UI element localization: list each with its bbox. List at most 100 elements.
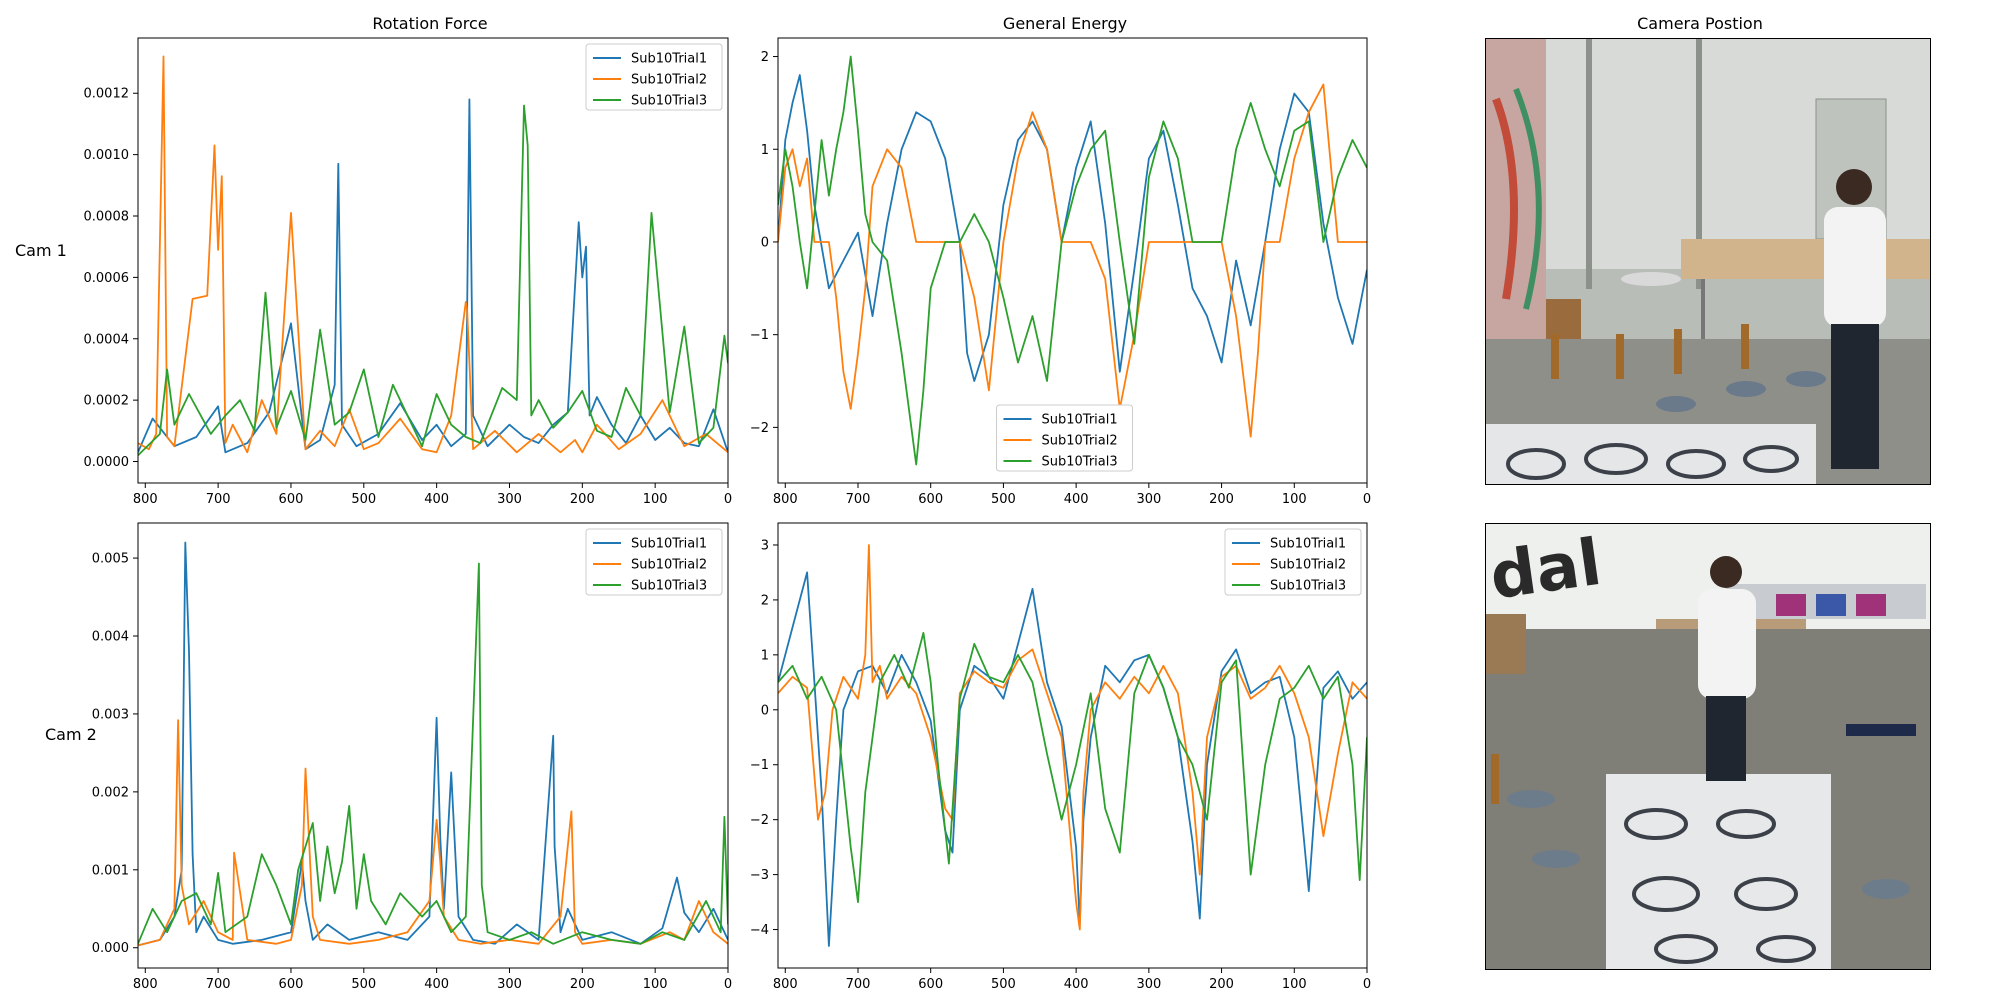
- y-tick-label: 3: [761, 538, 769, 553]
- y-tick-label: 1: [761, 143, 769, 158]
- x-tick-label: 700: [206, 492, 231, 507]
- legend: Sub10Trial1 Sub10Trial2 Sub10Trial3: [1224, 528, 1362, 596]
- legend-label: Sub10Trial1: [631, 537, 707, 552]
- legend: Sub10Trial1 Sub10Trial2 Sub10Trial3: [585, 43, 723, 111]
- y-tick-label: −2: [750, 421, 769, 436]
- x-tick-label: 100: [1282, 492, 1307, 507]
- legend-label: Sub10Trial2: [1042, 434, 1118, 449]
- x-tick-label: 300: [497, 492, 522, 507]
- x-tick-label: 500: [351, 492, 376, 507]
- legend: Sub10Trial1 Sub10Trial2 Sub10Trial3: [585, 528, 723, 596]
- y-tick-label: 0.0012: [84, 87, 130, 102]
- x-tick-label: 0: [724, 492, 732, 507]
- series-line-sub10trial2: [138, 719, 728, 947]
- x-tick-label: 400: [1064, 492, 1089, 507]
- x-tick-label: 700: [846, 977, 871, 992]
- y-tick-label: 0.0004: [84, 332, 130, 347]
- column-title-general-energy: General Energy: [1003, 14, 1127, 33]
- legend-box: [1224, 528, 1362, 596]
- series-line-sub10trial3: [138, 562, 728, 945]
- legend-label: Sub10Trial3: [1270, 579, 1346, 594]
- series-line-sub10trial3: [138, 104, 728, 457]
- legend-label: Sub10Trial2: [631, 558, 707, 573]
- plot-area: [138, 523, 728, 968]
- x-tick-label: 200: [1209, 977, 1234, 992]
- series-line-sub10trial1: [138, 541, 728, 947]
- x-tick-label: 500: [991, 492, 1016, 507]
- camera-photo-cam-1: [1485, 38, 1931, 485]
- y-tick-label: 0.003: [92, 707, 129, 722]
- room-scene-cam-2: dal: [1486, 524, 1930, 969]
- chart-cam2-rotation-force: 800 700 600 500 400 300 200 100 0 0.000 0.001 0.002…: [92, 522, 732, 992]
- y-tick-label: 0.001: [92, 863, 129, 878]
- legend-label: Sub10Trial3: [631, 94, 707, 109]
- legend-box: [585, 43, 723, 111]
- y-tick-label: −3: [750, 868, 769, 883]
- series-line-sub10trial3: [778, 632, 1367, 903]
- camera-photo-cam-2: dal: [1485, 523, 1931, 970]
- y-tick-label: 0.002: [92, 785, 129, 800]
- y-tick-label: −4: [750, 923, 769, 938]
- y-tick-label: 0.000: [92, 941, 129, 956]
- chart-cam1-general-energy: 800 700 600 500 400 300 200 100 0 −2 −1 0 1 2 Sub10Tri…: [750, 37, 1371, 507]
- x-tick-label: 500: [351, 977, 376, 992]
- x-tick-label: 300: [497, 977, 522, 992]
- x-tick-label: 200: [1209, 492, 1234, 507]
- axes-frame: [137, 37, 729, 484]
- x-tick-label: 800: [133, 492, 158, 507]
- y-tick-label: 0.0002: [84, 394, 130, 409]
- y-tick-label: 0.005: [92, 552, 129, 567]
- svg-text:dal: dal: [1486, 526, 1606, 615]
- x-tick-label: 500: [991, 977, 1016, 992]
- legend-label: Sub10Trial2: [631, 73, 707, 88]
- y-tick-label: 0: [761, 703, 769, 718]
- x-tick-label: 300: [1136, 977, 1161, 992]
- y-tick-label: 0.0008: [84, 210, 130, 225]
- axes-frame: [777, 522, 1368, 969]
- y-tick-label: 0.0010: [84, 148, 130, 163]
- x-tick-label: 800: [133, 977, 158, 992]
- y-tick-label: 2: [761, 50, 769, 65]
- legend-box: [996, 404, 1133, 472]
- x-tick-label: 0: [1363, 492, 1371, 507]
- legend-label: Sub10Trial1: [631, 52, 707, 67]
- series-line-sub10trial2: [138, 55, 728, 454]
- y-tick-label: 0.0006: [84, 271, 130, 286]
- x-tick-label: 800: [773, 492, 798, 507]
- legend-label: Sub10Trial1: [1270, 537, 1346, 552]
- x-tick-label: 400: [424, 977, 449, 992]
- y-tick-label: −2: [750, 813, 769, 828]
- x-tick-label: 600: [918, 977, 943, 992]
- x-tick-label: 100: [643, 977, 668, 992]
- row-label-cam-2: Cam 2: [45, 725, 97, 744]
- x-tick-label: 600: [279, 492, 304, 507]
- x-tick-label: 600: [918, 492, 943, 507]
- series-line-sub10trial2: [778, 83, 1367, 438]
- column-title-rotation-force: Rotation Force: [372, 14, 487, 33]
- series-line-sub10trial1: [778, 571, 1367, 947]
- room-scene-cam-1: [1486, 39, 1930, 484]
- chart-cam1-rotation-force: 800 700 600 500 400 300 200 100 0 0.0000 0.0002 0.0…: [84, 37, 732, 507]
- x-tick-label: 400: [1064, 977, 1089, 992]
- x-tick-label: 800: [773, 977, 798, 992]
- x-tick-label: 100: [1282, 977, 1307, 992]
- x-tick-label: 0: [724, 977, 732, 992]
- x-tick-label: 700: [846, 492, 871, 507]
- chart-panels: 800 700 600 500 400 300 200 100 00.00000.00020.0…: [84, 37, 1371, 992]
- y-tick-label: 0: [761, 235, 769, 250]
- axes-frame: [777, 37, 1368, 484]
- legend-label: Sub10Trial1: [1042, 413, 1118, 428]
- legend: Sub10Trial1 Sub10Trial2 Sub10Trial3: [996, 404, 1133, 472]
- legend-label: Sub10Trial2: [1270, 558, 1346, 573]
- x-tick-label: 200: [570, 977, 595, 992]
- series-line-sub10trial3: [778, 55, 1367, 466]
- y-tick-label: 1: [761, 648, 769, 663]
- column-title-camera-position: Camera Postion: [1637, 14, 1763, 33]
- x-tick-label: 400: [424, 492, 449, 507]
- x-tick-label: 200: [570, 492, 595, 507]
- x-tick-label: 0: [1363, 977, 1371, 992]
- axes-frame: [137, 522, 729, 969]
- legend-label: Sub10Trial3: [631, 579, 707, 594]
- y-tick-label: 0.004: [92, 630, 129, 645]
